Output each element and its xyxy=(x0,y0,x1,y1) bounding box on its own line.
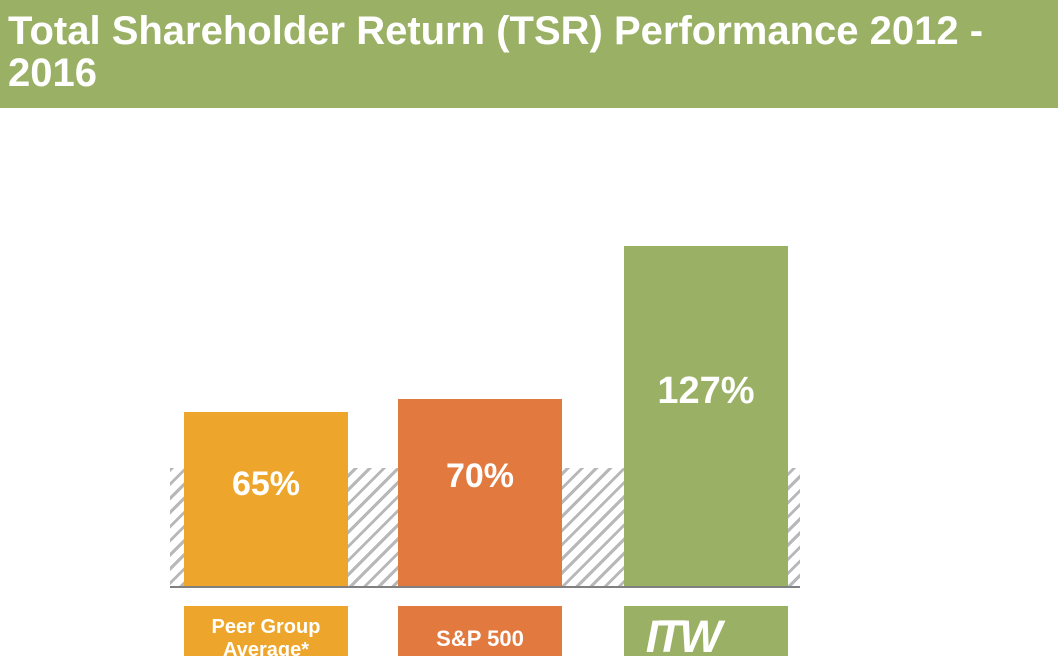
badge-label-sp500: S&P 500 xyxy=(436,626,524,651)
plot-area: 65% 70% 127% xyxy=(170,108,800,588)
bar-itw: 127% xyxy=(624,246,788,586)
badge-peer-group: Peer Group Average* xyxy=(184,606,348,656)
chart-title-bar: Total Shareholder Return (TSR) Performan… xyxy=(0,0,1058,108)
bar-value-sp500: 70% xyxy=(398,457,562,496)
bar-value-itw: 127% xyxy=(624,370,788,413)
badge-itw: ITWITW xyxy=(624,606,788,656)
svg-text:ITW: ITW xyxy=(645,613,726,656)
badge-label-peer-group: Peer Group Average* xyxy=(212,616,321,656)
category-badges-row: Peer Group Average* S&P 500 ITWITW xyxy=(170,606,800,656)
tsr-bar-chart: 65% 70% 127% Peer Group Average* S&P 500 ITW… xyxy=(0,108,1058,656)
bar-peer-group: 65% xyxy=(184,412,348,586)
badge-sp500: S&P 500 xyxy=(398,606,562,656)
chart-title: Total Shareholder Return (TSR) Performan… xyxy=(8,9,983,95)
bar-sp500: 70% xyxy=(398,399,562,586)
itw-logo-icon: ITW xyxy=(639,613,773,656)
bar-value-peer-group: 65% xyxy=(184,465,348,504)
